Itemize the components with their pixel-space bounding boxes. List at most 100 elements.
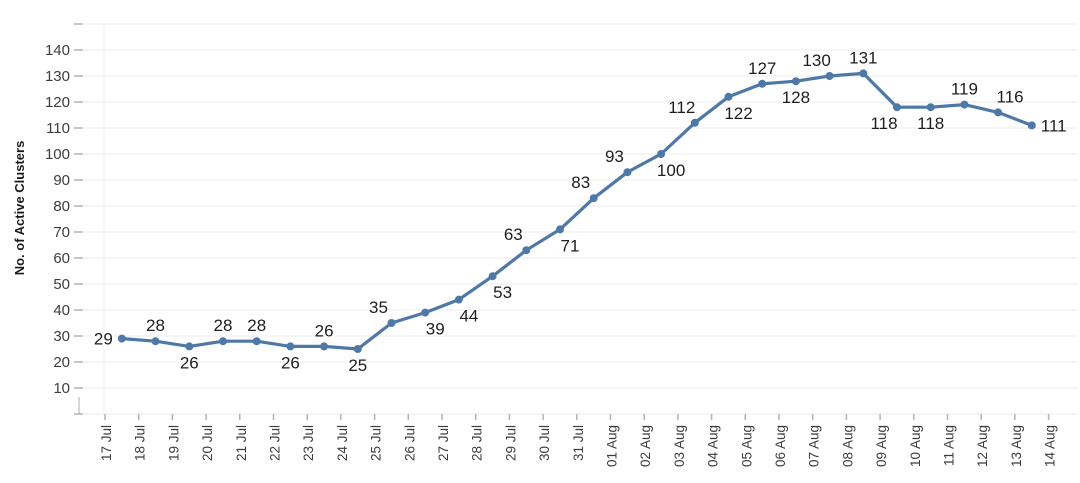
x-tick-label: 21 Jul: [234, 425, 249, 461]
data-value-label: 63: [504, 225, 523, 244]
y-tick-label: 140: [45, 42, 70, 59]
data-value-label: 100: [657, 161, 685, 180]
x-tick-label: 05 Aug: [739, 425, 754, 467]
data-point-marker: [724, 92, 733, 101]
x-tick-label: 23 Jul: [301, 425, 316, 461]
y-tick-label: 50: [53, 276, 70, 293]
y-axis-title: No. of Active Clusters: [12, 141, 27, 276]
data-value-label: 26: [180, 353, 199, 372]
x-tick-label: 30 Jul: [537, 425, 552, 461]
series-line: [120, 71, 1034, 351]
data-value-label: 93: [605, 147, 624, 166]
x-tick-label: 19 Jul: [166, 425, 181, 461]
x-tick-label: 14 Aug: [1043, 425, 1058, 467]
data-value-label: 53: [493, 283, 512, 302]
x-tick-label: 18 Jul: [133, 425, 148, 461]
data-point-marker: [286, 342, 295, 351]
data-value-label: 116: [997, 87, 1024, 106]
data-point-marker: [421, 308, 430, 317]
data-point-marker: [791, 77, 800, 86]
y-tick-label: 40: [53, 302, 70, 319]
data-value-label: 118: [870, 114, 897, 133]
data-point-marker: [353, 345, 362, 353]
x-tick-label: 20 Jul: [200, 425, 215, 461]
data-point-marker: [488, 272, 497, 281]
data-point-marker: [387, 319, 396, 327]
data-value-label: 112: [668, 98, 695, 117]
data-point-marker: [454, 295, 463, 304]
data-point-marker: [522, 246, 531, 255]
data-point-marker: [758, 79, 767, 88]
data-value-label: 39: [426, 320, 445, 339]
data-value-label: 28: [214, 316, 233, 335]
x-tick-label: 26 Jul: [402, 425, 417, 461]
x-tick-label: 29 Jul: [503, 425, 518, 461]
data-point-marker: [219, 337, 227, 346]
x-axis: 17 Jul 18 Jul 19 Jul 20 Jul 21 Jul 22 Jul 23 J…: [99, 414, 1058, 467]
data-value-labels: 29 28 26 28 28 26 26 25 35 39 44 53 63 71 83 93 100 112 12…: [92, 47, 1068, 377]
x-tick-label: 04 Aug: [706, 425, 721, 467]
data-point-marker: [825, 72, 834, 80]
data-value-label: 35: [369, 298, 388, 317]
data-value-label: 26: [315, 321, 334, 340]
data-value-label: 28: [146, 316, 165, 335]
data-point-marker: [589, 194, 598, 203]
data-point-marker: [117, 334, 126, 343]
y-tick-label: 20: [53, 354, 70, 371]
data-value-label: 28: [247, 316, 266, 335]
x-tick-label: 10 Aug: [908, 425, 923, 467]
y-tick-label: 130: [45, 68, 70, 85]
data-point-marker: [320, 342, 329, 351]
y-tick-label: 60: [53, 250, 70, 267]
data-point-marker: [1027, 121, 1036, 130]
y-tick-label: 100: [45, 146, 70, 163]
data-value-label: 29: [94, 330, 113, 349]
x-tick-label: 08 Aug: [840, 425, 855, 467]
data-point-marker: [893, 103, 901, 112]
data-value-label: 127: [748, 59, 776, 78]
gridlines: [84, 23, 1078, 415]
data-value-label: 83: [571, 173, 590, 192]
x-tick-label: 13 Aug: [1009, 425, 1024, 467]
x-tick-label: 24 Jul: [335, 425, 350, 461]
data-point-marker: [623, 168, 632, 177]
data-value-label: 118: [917, 114, 944, 133]
x-tick-label: 06 Aug: [773, 425, 788, 467]
y-tick-label: 10: [53, 380, 70, 397]
data-value-label: 128: [782, 88, 810, 107]
x-tick-label: 31 Jul: [571, 425, 586, 461]
x-tick-label: 01 Aug: [605, 425, 620, 467]
data-point-marker: [252, 337, 261, 346]
data-point-marker: [960, 100, 969, 109]
data-point-marker: [657, 150, 666, 158]
axis-frame-lines: [78, 24, 105, 414]
data-point-marker: [926, 103, 935, 112]
x-tick-label: 28 Jul: [470, 425, 485, 461]
data-value-label: 25: [348, 356, 367, 375]
data-point-marker: [556, 225, 564, 234]
data-value-label: 111: [1041, 116, 1067, 135]
y-tick-label: 80: [53, 198, 70, 215]
x-tick-label: 12 Aug: [975, 425, 990, 467]
data-value-label: 119: [951, 80, 978, 99]
data-value-label: 131: [849, 48, 877, 67]
data-value-label: 122: [724, 104, 752, 123]
x-tick-label: 11 Aug: [942, 425, 957, 466]
x-tick-label: 03 Aug: [672, 425, 687, 467]
x-tick-label: 27 Jul: [436, 425, 451, 461]
y-tick-label: 120: [45, 94, 70, 111]
data-value-label: 130: [802, 51, 830, 70]
x-tick-label: 25 Jul: [369, 425, 384, 461]
data-point-marker: [151, 337, 160, 346]
x-tick-label: 22 Jul: [268, 425, 283, 461]
x-tick-label: 07 Aug: [807, 425, 822, 467]
y-axis: 10 20 30 40 50 60 70 80 90 100 110 120 130 140: [45, 23, 83, 415]
y-tick-label: 90: [53, 172, 70, 189]
y-tick-label: 70: [53, 224, 70, 241]
y-tick-label: 30: [53, 328, 70, 345]
data-point-marker: [690, 118, 699, 127]
x-tick-label: 17 Jul: [99, 425, 114, 461]
x-tick-label: 09 Aug: [874, 425, 889, 467]
